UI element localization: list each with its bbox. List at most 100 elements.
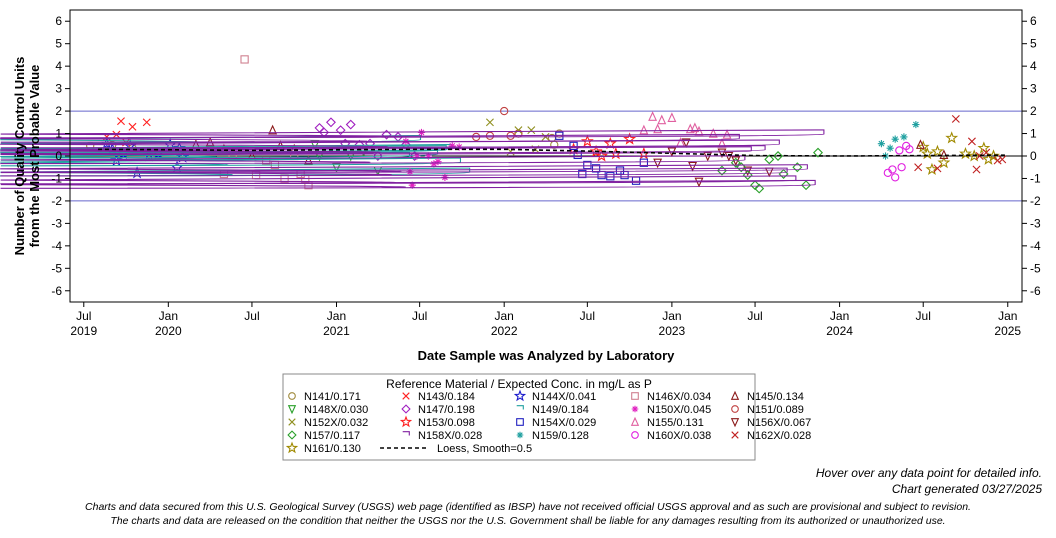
- legend-label: N147/0.198: [418, 404, 475, 416]
- legend-swatch: [402, 392, 410, 400]
- data-point: [959, 146, 972, 160]
- legend-swatch: [288, 392, 296, 400]
- y-tick-label-right: -5: [1030, 261, 1041, 275]
- data-point: [945, 131, 959, 144]
- data-point: [993, 156, 1002, 165]
- y-tick-label: 2: [55, 104, 62, 118]
- y-tick-label-right: 5: [1030, 37, 1037, 51]
- x-tick-year-label: 2019: [70, 324, 97, 338]
- legend-swatch: [731, 431, 739, 439]
- data-point: [895, 146, 904, 155]
- y-tick-label-right: 1: [1030, 127, 1037, 141]
- data-point: [773, 151, 784, 161]
- data-point: [951, 114, 960, 123]
- legend-swatch: [516, 431, 524, 439]
- legend-label: N144X/0.041: [532, 391, 596, 403]
- legend-label: N154X/0.029: [532, 417, 596, 429]
- x-tick-year-label: 2025: [994, 324, 1021, 338]
- legend-swatch: [402, 431, 410, 436]
- data-point: [939, 149, 949, 160]
- data-point: [912, 120, 920, 129]
- data-point: [631, 176, 641, 185]
- data-point: [716, 165, 727, 176]
- y-tick-label-right: 0: [1030, 149, 1037, 163]
- legend-swatch: [513, 389, 527, 402]
- data-point: [905, 145, 914, 154]
- legend-label: N156X/0.067: [747, 417, 811, 429]
- data-point: [580, 134, 594, 147]
- data-point: [514, 126, 523, 135]
- disclaimer-line-2: The charts and data are released on the …: [110, 515, 946, 527]
- legend-swatch: [631, 405, 639, 413]
- data-point: [897, 163, 906, 172]
- legend-label: N145/0.134: [747, 391, 804, 403]
- data-point: [764, 154, 775, 165]
- data-point: [657, 114, 667, 125]
- y-tick-label: -4: [51, 239, 62, 253]
- data-point: [142, 118, 151, 127]
- x-tick-label: Jan: [830, 309, 849, 323]
- y-tick-label: 3: [55, 82, 62, 96]
- legend-label: N155/0.131: [647, 417, 704, 429]
- x-tick-year-label: 2020: [155, 324, 182, 338]
- legend-swatch: [516, 418, 524, 426]
- y-tick-label: -5: [51, 261, 62, 275]
- data-point: [268, 124, 278, 135]
- y-axis-title: from the Most Probable Value: [27, 65, 42, 248]
- data-point: [778, 168, 789, 179]
- y-tick-label: 1: [55, 127, 62, 141]
- data-point: [372, 151, 383, 161]
- x-tick-label: Jan: [662, 309, 681, 323]
- data-point: [345, 119, 356, 130]
- y-tick-label: -6: [51, 284, 62, 298]
- y-tick-label-right: 6: [1030, 14, 1037, 28]
- y-tick-label: -3: [51, 216, 62, 230]
- data-point: [900, 133, 908, 141]
- data-point: [0, 146, 752, 156]
- legend-label: N153/0.098: [418, 417, 475, 429]
- data-point: [653, 158, 663, 169]
- legend-label: N143/0.184: [418, 391, 475, 403]
- y-tick-label-right: -6: [1030, 284, 1041, 298]
- y-tick-label-right: 2: [1030, 104, 1037, 118]
- chart-generated-date: Chart generated 03/27/2025: [891, 482, 1042, 496]
- data-point: [0, 167, 788, 177]
- qc-scatter-chart: 6 6 5 5 4 4 3 3 2 2 1 1 0 0 -1 -1 -2 -2 -3 -3 -4 -4 -5 -5 -6 -6 Ju…: [0, 9, 1041, 461]
- data-point: [891, 135, 899, 143]
- y-tick-label: 0: [55, 149, 62, 163]
- data-point: [128, 122, 137, 131]
- data-point: [430, 160, 438, 168]
- y-axis-title: Number of Quality Control Units: [12, 57, 27, 256]
- legend-label: N150X/0.045: [647, 404, 711, 416]
- data-point: [589, 144, 603, 157]
- disclaimer-line-1: Charts and data secured from this U.S. G…: [85, 501, 971, 513]
- legend-swatch: [287, 430, 297, 440]
- data-point: [933, 164, 942, 173]
- data-point: [424, 152, 432, 160]
- y-tick-label: 6: [55, 14, 62, 28]
- data-point: [620, 170, 629, 180]
- data-point: [0, 175, 797, 185]
- legend-label: N162X/0.028: [747, 430, 811, 442]
- x-tick-label: Jul: [747, 309, 762, 323]
- data-point: [615, 166, 625, 175]
- data-point: [937, 155, 951, 169]
- legend-swatch: [516, 405, 524, 410]
- data-point: [925, 162, 939, 175]
- data-point: [743, 166, 753, 177]
- x-tick-label: Jul: [76, 309, 91, 323]
- legend-label: N148X/0.030: [304, 404, 368, 416]
- data-point: [335, 125, 346, 136]
- legend-label: N157/0.117: [304, 430, 360, 442]
- legend-label: N146X/0.034: [647, 391, 711, 403]
- legend-swatch: [401, 404, 411, 414]
- x-tick-label: Jan: [327, 309, 346, 323]
- legend-title: Reference Material / Expected Conc. in m…: [386, 377, 652, 391]
- data-point: [0, 129, 825, 139]
- data-point: [0, 145, 766, 155]
- data-point: [688, 161, 698, 172]
- data-point: [764, 167, 774, 178]
- data-point: [708, 128, 718, 138]
- legend-swatch: [399, 415, 413, 428]
- x-tick-label: Jul: [916, 309, 931, 323]
